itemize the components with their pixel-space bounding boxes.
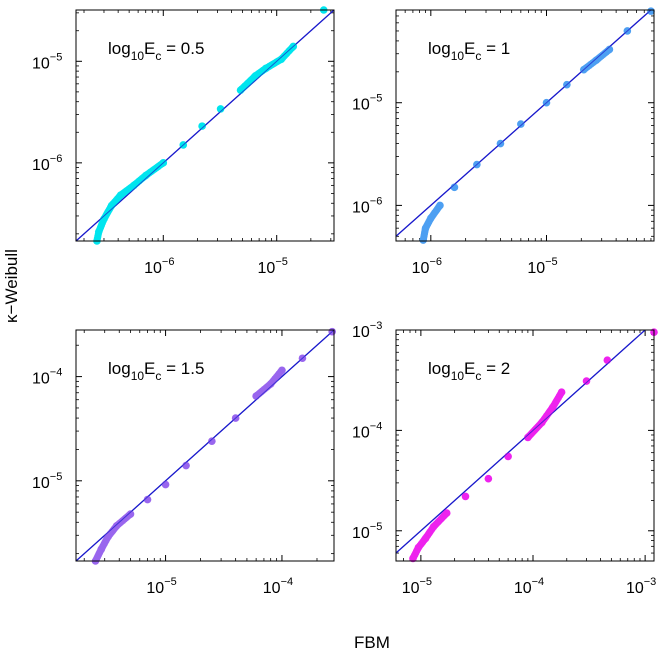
data-point [484, 474, 493, 483]
data-point [421, 534, 430, 543]
tick-label: 10−4 [352, 420, 382, 441]
axes-frame [395, 9, 655, 242]
tick-label: 10−5 [32, 471, 62, 492]
data-point [261, 64, 270, 73]
data-point [94, 227, 103, 236]
data-point [216, 105, 225, 113]
reference-line [76, 330, 334, 561]
tick-label: 10−4 [263, 576, 293, 597]
data-point [603, 356, 612, 365]
reference-line [396, 330, 647, 554]
panel-1: 10−6 10−5 10−6 10−5 log10Ec = 0.5 [32, 6, 335, 277]
tick-label: 10−6 [32, 153, 62, 174]
panel-4: 10−5 10−4 10−3 10−5 10−4 10−3 log10Ec = 2 [352, 320, 658, 597]
data-point [647, 7, 655, 15]
x-axis-label: FBM [354, 633, 390, 652]
data-point [582, 377, 591, 385]
panel-label: log10Ec = 2 [428, 359, 510, 383]
tick-label: 10−5 [402, 576, 432, 597]
reference-line-overlay [396, 330, 646, 554]
tick-label: 10−6 [144, 256, 174, 277]
tick-label: 10−5 [352, 93, 382, 114]
reference-line-overlay [76, 10, 334, 241]
data-point [143, 495, 152, 504]
reference-line-overlay [76, 330, 334, 561]
data-point [97, 545, 106, 554]
data-point [450, 183, 459, 192]
tick-label: 10−5 [32, 51, 62, 72]
data-point [208, 437, 216, 445]
data-point [442, 509, 451, 517]
data-point [436, 201, 444, 210]
data-point [429, 522, 438, 531]
data-point [278, 366, 286, 375]
data-point [130, 181, 138, 190]
data-point [116, 191, 125, 200]
reference-line [76, 10, 334, 241]
panel-label: log10Ec = 1 [428, 39, 510, 63]
axes-frame [75, 9, 335, 242]
panel-label: log10Ec = 1.5 [108, 359, 204, 383]
tick-label: 10−3 [626, 576, 656, 597]
data-point [126, 510, 135, 518]
data-point [409, 554, 417, 563]
data-point [414, 543, 423, 552]
tick-label: 10−6 [352, 195, 382, 216]
data-point [419, 236, 428, 244]
data-point [112, 522, 121, 530]
tick-label: 10−4 [32, 367, 62, 388]
reference-line-overlay [396, 10, 652, 237]
y-axis-label: κ−Weibull [2, 249, 21, 323]
data-point [198, 122, 206, 130]
data-point [277, 55, 286, 63]
data-point [524, 433, 532, 442]
tick-label: 10−6 [412, 256, 442, 277]
panel-3: 10−5 10−4 10−5 10−4 log10Ec = 1.5 [32, 327, 336, 597]
tick-label: 10−5 [258, 256, 288, 277]
data-point [427, 214, 435, 223]
data-point [461, 492, 470, 501]
data-point [161, 480, 170, 489]
panel-label: log10Ec = 0.5 [108, 39, 204, 63]
data-point [104, 533, 112, 541]
data-point [266, 380, 275, 388]
axes-frame [395, 329, 655, 562]
panel-2: 10−6 10−5 10−6 10−5 log10Ec = 1 [352, 7, 655, 277]
tick-label: 10−4 [514, 576, 544, 597]
tick-label: 10−5 [146, 576, 176, 597]
data-point [504, 452, 512, 461]
axes-frame [75, 329, 335, 562]
data-point [548, 403, 557, 412]
tick-label: 10−3 [352, 320, 382, 341]
data-point [236, 86, 245, 94]
data-point [605, 45, 614, 54]
data-point [592, 56, 601, 64]
data-point [421, 224, 430, 232]
data-point [252, 392, 260, 400]
data-point [251, 71, 260, 80]
tick-label: 10−5 [352, 521, 382, 542]
data-point [107, 201, 116, 210]
data-point [557, 388, 566, 397]
tick-label: 10−5 [527, 256, 557, 277]
data-point [517, 120, 525, 128]
